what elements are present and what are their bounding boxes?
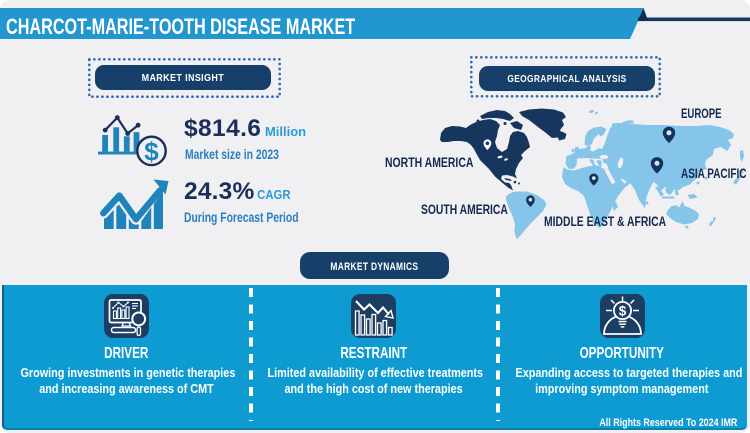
- svg-text:$: $: [618, 303, 626, 318]
- svg-text:$: $: [144, 136, 159, 166]
